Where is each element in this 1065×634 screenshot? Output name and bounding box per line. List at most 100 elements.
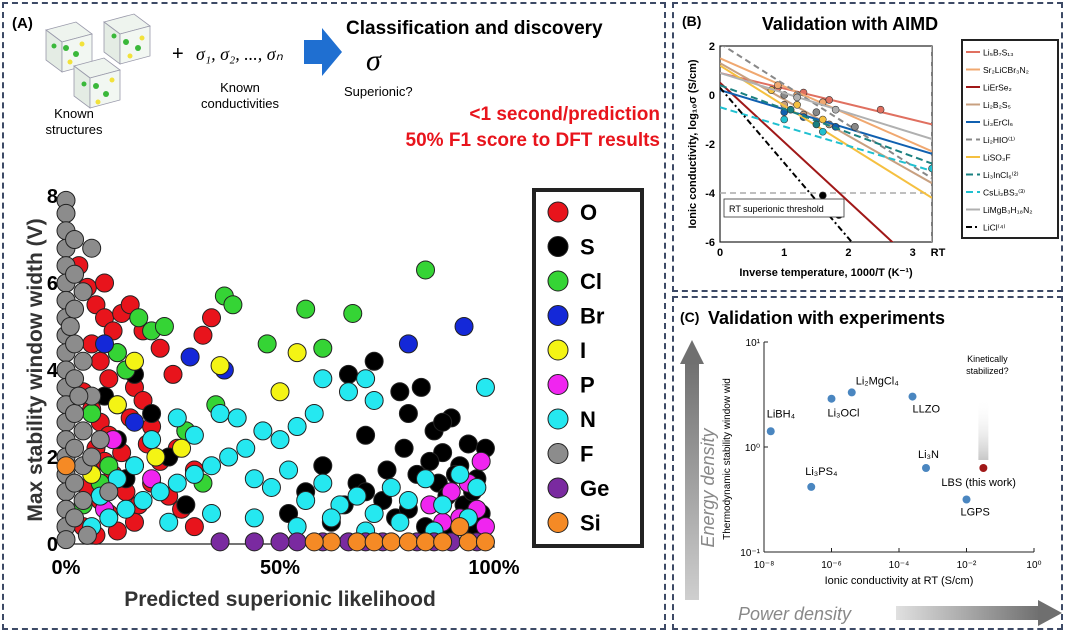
point-ge bbox=[210, 532, 230, 552]
point-f bbox=[65, 369, 85, 389]
point-o bbox=[99, 369, 119, 389]
speed-text: <1 second/prediction bbox=[469, 104, 660, 125]
point-o bbox=[184, 517, 204, 537]
threshold-box bbox=[723, 198, 845, 218]
legend-label-n: N bbox=[580, 407, 596, 432]
point-n bbox=[116, 499, 136, 519]
point-label-li-n: Li₃N bbox=[918, 449, 939, 461]
point-br bbox=[398, 334, 418, 354]
x-axis-label: Predicted superionic likelihood bbox=[124, 588, 436, 611]
legend-label-ge: Ge bbox=[580, 476, 609, 501]
point-n bbox=[184, 464, 204, 484]
point-f bbox=[65, 473, 85, 493]
panel-a-canvas: (A) Known structures + bbox=[12, 13, 660, 611]
point-ge bbox=[287, 532, 307, 552]
legend-label-f: F bbox=[580, 442, 593, 467]
point-n bbox=[433, 495, 453, 515]
scatter-plot-c: 10⁻⁸ 10⁻⁶ 10⁻⁴ 10⁻² 10⁰ 10⁻¹ 10⁰ 10¹ Ionic condu… bbox=[680, 338, 1062, 626]
point-f bbox=[56, 203, 76, 223]
point-cl bbox=[129, 308, 149, 328]
point-n bbox=[416, 469, 436, 489]
point-br bbox=[454, 317, 474, 336]
point-n bbox=[398, 491, 418, 510]
point-n bbox=[244, 469, 264, 489]
y-tick-label: 10¹ bbox=[746, 338, 761, 349]
panel-b-label: (B) bbox=[682, 13, 701, 29]
x-tick-label: 10⁻⁶ bbox=[821, 560, 842, 571]
point-s bbox=[390, 382, 410, 402]
point-o bbox=[90, 351, 110, 371]
point-f bbox=[56, 530, 76, 550]
y-tick-label: 6 bbox=[47, 273, 58, 295]
point-f bbox=[65, 299, 85, 319]
point-cl bbox=[82, 404, 102, 423]
panel-a-title: Classification and discovery bbox=[346, 18, 603, 39]
legend-label-si: Si bbox=[580, 511, 601, 536]
point-n bbox=[253, 421, 273, 441]
legend-label-p: P bbox=[580, 373, 595, 398]
point-label-li-mgcl: Li₂MgCl₄ bbox=[856, 375, 900, 387]
point-f bbox=[60, 317, 80, 336]
panel-c-canvas: (C) Validation with experiments 10⁻⁸ 10⁻⁶… bbox=[680, 308, 1062, 626]
series-marker-limgb-h-n bbox=[831, 105, 840, 114]
point-n bbox=[133, 491, 153, 510]
series-line-lierse bbox=[720, 82, 894, 242]
point-n bbox=[467, 477, 487, 497]
panel-c-label: (C) bbox=[680, 309, 699, 325]
point-n bbox=[236, 438, 256, 458]
point-cl bbox=[313, 338, 333, 358]
point-s bbox=[142, 404, 162, 423]
point-o bbox=[202, 308, 222, 328]
point-n bbox=[313, 369, 333, 389]
point-f bbox=[73, 421, 93, 441]
point-s bbox=[433, 412, 453, 432]
point-cl bbox=[154, 317, 174, 336]
y-tick-label: 0 bbox=[709, 90, 715, 102]
legend-label-li-hio: Li₂HIO⁽¹⁾ bbox=[983, 135, 1015, 145]
point-si bbox=[304, 532, 324, 552]
point-s bbox=[411, 377, 431, 397]
point-n bbox=[313, 473, 333, 493]
legend-marker-p bbox=[547, 374, 569, 395]
point-n bbox=[356, 369, 376, 389]
series-line-li-incl bbox=[720, 84, 932, 165]
legend-marker-cl bbox=[547, 270, 569, 292]
structures-label-2: structures bbox=[45, 122, 103, 137]
power-arrow-head-icon bbox=[1038, 600, 1062, 626]
legend-label-br: Br bbox=[580, 304, 605, 329]
series-marker-li-b-s bbox=[825, 96, 834, 104]
legend-label-li-b-s: Li₂B₂S₅ bbox=[983, 100, 1011, 110]
f1-score-text: 50% F1 score to DFT results bbox=[406, 130, 660, 151]
y-tick-label: 2 bbox=[709, 41, 715, 53]
point-f bbox=[77, 525, 97, 545]
point-br bbox=[124, 412, 144, 432]
energy-density-label: Energy density bbox=[698, 427, 718, 547]
kinetic-arrow bbox=[978, 398, 989, 460]
point-n bbox=[279, 460, 299, 480]
legend-label-li-b-s: Li₅B₇S₁₃ bbox=[983, 48, 1014, 58]
series-marker-li-hio bbox=[851, 123, 859, 131]
point-f bbox=[65, 404, 85, 423]
y-tick-label: 8 bbox=[47, 186, 58, 208]
point-llzo bbox=[908, 392, 917, 401]
point-o bbox=[163, 364, 183, 384]
point-s bbox=[458, 434, 478, 454]
point-n bbox=[124, 456, 144, 476]
point-n bbox=[159, 512, 179, 532]
point-o bbox=[95, 273, 115, 293]
point-o bbox=[150, 338, 170, 358]
point-s bbox=[377, 460, 397, 480]
point-f bbox=[82, 238, 102, 258]
x-tick-label: 3 bbox=[910, 247, 916, 259]
series-line-li-hio bbox=[721, 46, 932, 180]
arrow-right-icon bbox=[304, 28, 342, 76]
x-axis-label: Inverse temperature, 1000/T (K⁻¹) bbox=[739, 267, 913, 279]
x-tick-label: 10⁻⁴ bbox=[889, 560, 910, 571]
point-n bbox=[364, 390, 384, 410]
point-n bbox=[338, 382, 358, 402]
point-i bbox=[270, 382, 290, 402]
point-f bbox=[73, 351, 93, 371]
point-ge bbox=[270, 532, 290, 552]
point-label-li-ps: Li₃PS₄ bbox=[805, 466, 838, 478]
point-f bbox=[65, 264, 85, 284]
